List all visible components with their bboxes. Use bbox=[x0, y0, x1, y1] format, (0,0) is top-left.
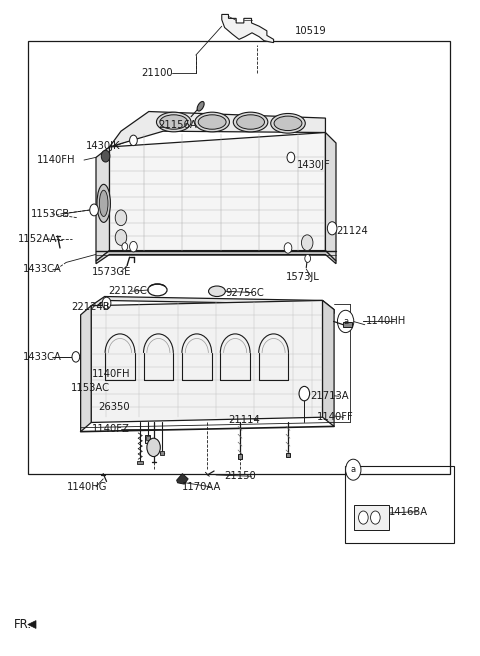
Polygon shape bbox=[222, 14, 274, 43]
Circle shape bbox=[305, 255, 311, 262]
Circle shape bbox=[130, 241, 137, 252]
Polygon shape bbox=[109, 133, 325, 251]
Ellipse shape bbox=[274, 116, 302, 131]
Text: 1152AA: 1152AA bbox=[18, 234, 58, 244]
Text: 1153CB: 1153CB bbox=[31, 209, 71, 219]
Text: 21100: 21100 bbox=[142, 68, 173, 79]
Text: 1170AA: 1170AA bbox=[181, 482, 221, 492]
Text: 1573GE: 1573GE bbox=[92, 266, 132, 277]
Circle shape bbox=[147, 438, 160, 457]
Polygon shape bbox=[28, 621, 36, 628]
Text: 26350: 26350 bbox=[98, 401, 130, 412]
Circle shape bbox=[101, 150, 110, 162]
Circle shape bbox=[122, 243, 128, 251]
Text: 1140FH: 1140FH bbox=[36, 155, 75, 165]
Text: 21124: 21124 bbox=[336, 226, 368, 236]
Polygon shape bbox=[96, 251, 336, 264]
Text: 1433CA: 1433CA bbox=[23, 264, 62, 274]
Circle shape bbox=[90, 204, 98, 216]
Polygon shape bbox=[91, 297, 334, 314]
Text: 21156A: 21156A bbox=[158, 119, 197, 130]
Text: 21713A: 21713A bbox=[310, 391, 348, 401]
Ellipse shape bbox=[160, 115, 188, 129]
Text: 10519: 10519 bbox=[295, 26, 327, 37]
Circle shape bbox=[301, 235, 313, 251]
Circle shape bbox=[337, 310, 354, 333]
Text: 1430JK: 1430JK bbox=[85, 140, 120, 151]
Text: a: a bbox=[351, 465, 356, 474]
Text: 1153AC: 1153AC bbox=[71, 383, 110, 394]
Circle shape bbox=[371, 511, 380, 524]
Ellipse shape bbox=[99, 190, 108, 216]
Ellipse shape bbox=[195, 112, 229, 132]
Circle shape bbox=[359, 511, 368, 524]
Bar bbox=[160, 451, 164, 455]
Text: 92756C: 92756C bbox=[226, 287, 264, 298]
Text: 21114: 21114 bbox=[228, 415, 260, 425]
Polygon shape bbox=[325, 133, 336, 261]
Ellipse shape bbox=[208, 286, 226, 297]
Circle shape bbox=[327, 222, 337, 235]
Text: 1140HH: 1140HH bbox=[366, 316, 406, 327]
Ellipse shape bbox=[233, 112, 268, 132]
Bar bbox=[286, 453, 290, 457]
Ellipse shape bbox=[271, 113, 305, 133]
Polygon shape bbox=[323, 300, 334, 426]
Bar bbox=[354, 505, 389, 530]
Ellipse shape bbox=[97, 184, 110, 222]
Bar bbox=[146, 436, 150, 440]
Bar bbox=[345, 466, 454, 543]
Text: 22124B: 22124B bbox=[71, 302, 109, 312]
Circle shape bbox=[72, 352, 80, 362]
Text: 1140FH: 1140FH bbox=[92, 369, 131, 379]
Bar bbox=[137, 461, 143, 464]
Polygon shape bbox=[96, 147, 109, 261]
Polygon shape bbox=[81, 306, 91, 432]
Circle shape bbox=[284, 243, 292, 253]
Polygon shape bbox=[177, 474, 188, 484]
Circle shape bbox=[115, 210, 127, 226]
Polygon shape bbox=[109, 112, 325, 147]
Ellipse shape bbox=[197, 102, 204, 111]
Ellipse shape bbox=[237, 115, 264, 129]
Text: 1573JL: 1573JL bbox=[286, 272, 320, 282]
Text: 21150: 21150 bbox=[225, 471, 256, 482]
Text: a: a bbox=[343, 317, 348, 326]
Polygon shape bbox=[91, 300, 323, 422]
Bar bbox=[28, 41, 450, 474]
Text: 22126C: 22126C bbox=[108, 286, 147, 297]
Ellipse shape bbox=[156, 112, 191, 132]
Text: 1433CA: 1433CA bbox=[23, 352, 62, 362]
Text: 1140FF: 1140FF bbox=[317, 412, 354, 422]
Circle shape bbox=[287, 152, 295, 163]
Text: 1430JF: 1430JF bbox=[297, 160, 330, 171]
Bar bbox=[238, 454, 242, 459]
Circle shape bbox=[346, 459, 361, 480]
Circle shape bbox=[299, 386, 310, 401]
Text: FR.: FR. bbox=[13, 618, 32, 631]
Bar bbox=[145, 435, 150, 443]
Text: 1140FZ: 1140FZ bbox=[92, 424, 130, 434]
Bar bbox=[343, 322, 352, 327]
Circle shape bbox=[102, 297, 111, 309]
Text: 1140HG: 1140HG bbox=[67, 482, 108, 492]
Text: 1416BA: 1416BA bbox=[389, 506, 428, 517]
Circle shape bbox=[115, 230, 127, 245]
Circle shape bbox=[130, 135, 137, 146]
Ellipse shape bbox=[198, 115, 226, 129]
